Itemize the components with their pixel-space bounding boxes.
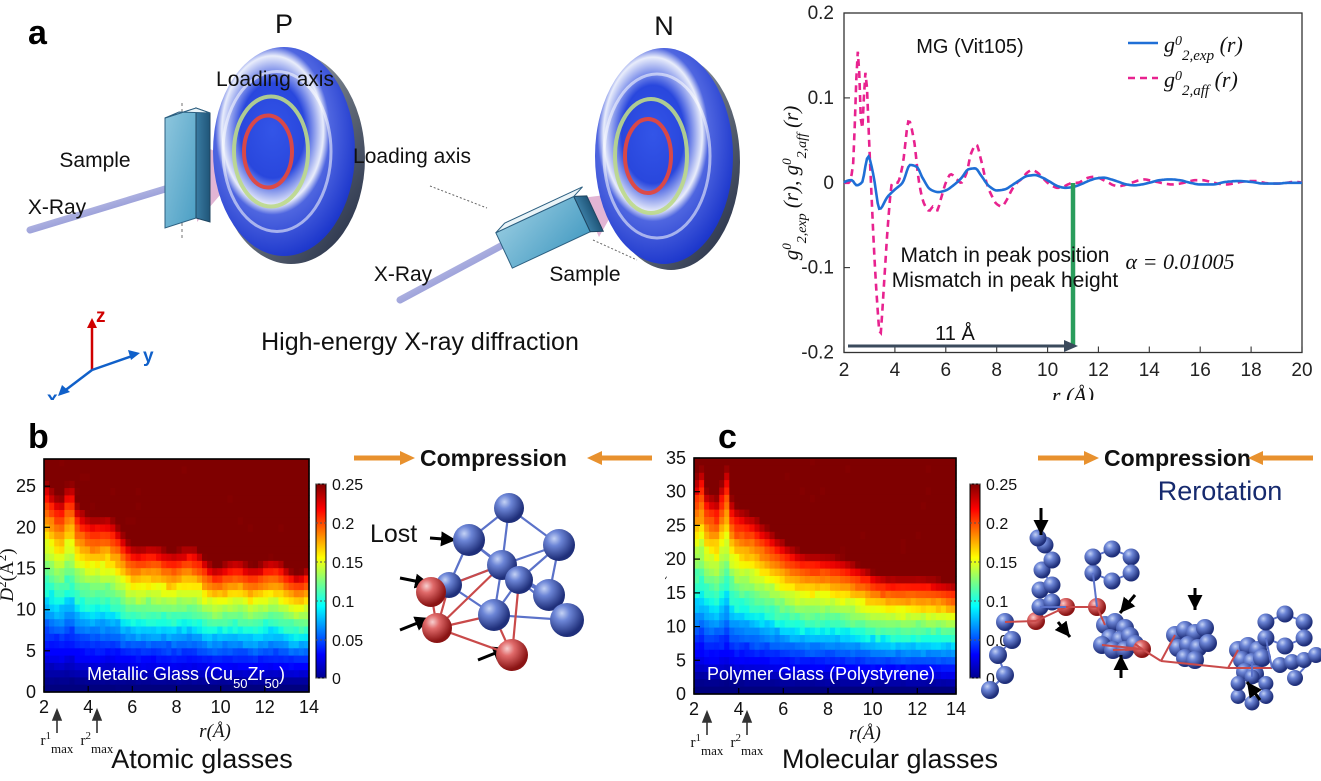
svg-text:Compression: Compression	[420, 445, 567, 471]
svg-text:r(Å): r(Å)	[849, 723, 881, 744]
svg-text:5: 5	[26, 641, 36, 661]
svg-text:0.15: 0.15	[986, 555, 1017, 572]
svg-text:0.2: 0.2	[332, 516, 354, 533]
svg-text:0: 0	[676, 684, 686, 704]
svg-text:g02,aff (r): g02,aff (r)	[1164, 67, 1238, 99]
svg-text:0.25: 0.25	[986, 477, 1017, 494]
svg-text:α = 0.01005: α = 0.01005	[1126, 249, 1235, 274]
svg-text:4: 4	[83, 697, 93, 717]
svg-text:6: 6	[127, 697, 137, 717]
svg-text:30: 30	[666, 482, 686, 502]
svg-text:0: 0	[332, 671, 341, 688]
svg-text:0.15: 0.15	[332, 555, 363, 572]
svg-text:Atomic glasses: Atomic glasses	[111, 744, 293, 774]
svg-text:-0.1: -0.1	[801, 258, 834, 279]
svg-text:2: 2	[689, 699, 699, 719]
svg-text:10: 10	[211, 697, 231, 717]
svg-text:12: 12	[255, 697, 275, 717]
svg-text:0: 0	[26, 682, 36, 702]
svg-text:Match in peak position: Match in peak position	[901, 244, 1110, 267]
svg-text:-0.2: -0.2	[801, 343, 834, 364]
svg-text:6: 6	[941, 360, 952, 381]
svg-text:Compression: Compression	[1104, 445, 1251, 471]
svg-text:20: 20	[1291, 360, 1312, 381]
svg-text:r1max: r1max	[41, 730, 74, 756]
svg-text:10: 10	[863, 699, 883, 719]
svg-text:20: 20	[666, 549, 686, 569]
svg-text:Rerotation: Rerotation	[1158, 476, 1283, 506]
svg-text:15: 15	[16, 559, 36, 579]
svg-text:25: 25	[666, 515, 686, 535]
svg-text:g02,exp (r): g02,exp (r)	[1164, 32, 1243, 64]
svg-text:8: 8	[823, 699, 833, 719]
svg-text:10: 10	[16, 600, 36, 620]
svg-text:14: 14	[946, 699, 966, 719]
svg-text:8: 8	[991, 360, 1002, 381]
svg-text:6: 6	[778, 699, 788, 719]
svg-text:g02,exp (r), g02,aff (r): g02,exp (r), g02,aff (r)	[779, 106, 810, 261]
svg-text:D2(Å2): D2(Å2)	[0, 548, 18, 602]
svg-text:0.05: 0.05	[332, 633, 363, 650]
svg-text:r2max: r2max	[81, 730, 114, 756]
svg-text:16: 16	[1190, 360, 1211, 381]
svg-text:15: 15	[666, 583, 686, 603]
svg-text:11 Å: 11 Å	[935, 322, 975, 345]
svg-text:0.25: 0.25	[332, 477, 363, 494]
svg-text:Lost: Lost	[370, 520, 417, 548]
svg-text:14: 14	[299, 697, 319, 717]
svg-text:4: 4	[734, 699, 744, 719]
svg-text:4: 4	[890, 360, 901, 381]
svg-text:12: 12	[907, 699, 927, 719]
svg-text:Mismatch in peak height: Mismatch in peak height	[892, 269, 1119, 292]
svg-text:Molecular glasses: Molecular glasses	[782, 744, 998, 774]
svg-text:r (Å): r (Å)	[1052, 383, 1094, 400]
svg-text:2: 2	[839, 360, 850, 381]
svg-text:25: 25	[16, 476, 36, 496]
svg-text:MG (Vit105): MG (Vit105)	[916, 36, 1023, 58]
svg-text:12: 12	[1088, 360, 1109, 381]
svg-text:20: 20	[16, 517, 36, 537]
svg-text:8: 8	[171, 697, 181, 717]
svg-text:0.2: 0.2	[986, 516, 1008, 533]
svg-text:r(Å): r(Å)	[199, 721, 231, 742]
svg-text:0.1: 0.1	[332, 594, 354, 611]
svg-text:18: 18	[1241, 360, 1262, 381]
svg-text:10: 10	[666, 617, 686, 637]
svg-text:14: 14	[1139, 360, 1161, 381]
svg-text:35: 35	[666, 448, 686, 468]
svg-text:5: 5	[676, 650, 686, 670]
svg-text:0.1: 0.1	[986, 594, 1008, 611]
svg-text:2: 2	[39, 697, 49, 717]
svg-text:Polymer Glass (Polystyrene): Polymer Glass (Polystyrene)	[707, 664, 935, 684]
svg-text:10: 10	[1037, 360, 1058, 381]
svg-text:0.1: 0.1	[808, 88, 834, 109]
svg-text:r1max: r1max	[691, 732, 724, 758]
svg-text:0.2: 0.2	[808, 3, 834, 24]
svg-text:r2max: r2max	[731, 732, 764, 758]
svg-text:0: 0	[823, 173, 834, 194]
